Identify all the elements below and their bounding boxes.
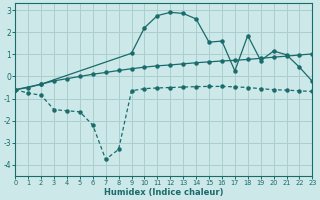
X-axis label: Humidex (Indice chaleur): Humidex (Indice chaleur): [104, 188, 224, 197]
